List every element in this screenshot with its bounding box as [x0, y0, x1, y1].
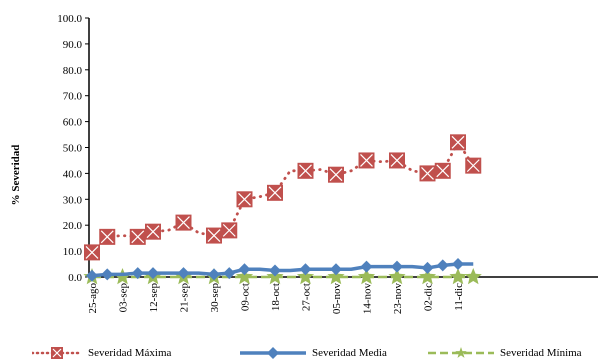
data-point-cross [222, 223, 236, 237]
data-point-cross [100, 230, 114, 244]
data-point [421, 261, 434, 274]
data-point-cross [85, 245, 99, 259]
series-0 [84, 134, 482, 261]
y-axis-label: % Severidad [10, 145, 22, 206]
data-point [86, 269, 98, 282]
x-tick-label: 18-oct [270, 283, 282, 311]
y-tick-label: 20.0 [63, 220, 83, 232]
data-point [223, 267, 236, 280]
data-point-cross [131, 230, 145, 244]
data-point [436, 259, 449, 272]
y-tick-label: 50.0 [63, 143, 83, 155]
data-point [267, 184, 283, 201]
data-point [418, 268, 437, 285]
data-point [434, 162, 451, 179]
data-point [299, 263, 312, 276]
data-point [449, 268, 467, 285]
x-tick-label: 03-sep [118, 283, 130, 313]
data-point [419, 165, 436, 182]
legend-item-media: Severidad Media [240, 344, 387, 362]
data-point [235, 268, 254, 285]
data-point [450, 134, 466, 151]
data-point [388, 268, 406, 285]
data-point-cross [329, 168, 343, 182]
x-tick-label: 27-oct [301, 283, 313, 311]
y-tick-label: 10.0 [63, 246, 83, 258]
data-point [208, 268, 220, 281]
data-point [269, 264, 281, 277]
legend-label-max: Severidad Máxima [88, 347, 172, 359]
data-point [357, 268, 376, 285]
y-tick-label: 80.0 [63, 65, 83, 77]
series-area [83, 134, 482, 285]
x-tick-label: 25-ago [87, 283, 99, 314]
legend-item-min: Severidad Mínima [428, 344, 582, 362]
y-axis: 0.0 10.0 20.0 30.0 40.0 50.0 60.0 70.0 80.0 90.0 1… [57, 13, 90, 284]
data-point-cross [390, 154, 404, 167]
y-tick-label: 60.0 [63, 117, 83, 129]
data-point-cross [451, 135, 465, 149]
data-point [296, 268, 315, 285]
data-point-cross [177, 216, 190, 230]
data-point [464, 268, 482, 285]
data-point-cross [466, 159, 480, 173]
data-point-cross [268, 186, 282, 200]
series-1 [86, 258, 474, 282]
data-point [131, 267, 144, 280]
data-point-cross [436, 164, 450, 178]
legend-swatch-max [32, 347, 82, 359]
legend-item-max: Severidad Máxima [32, 344, 171, 362]
data-point [358, 152, 375, 169]
data-point-cross [146, 225, 160, 239]
legend-swatch-min [428, 347, 494, 358]
data-point [360, 260, 373, 273]
y-tick-label: 70.0 [63, 91, 83, 103]
data-point [389, 152, 405, 169]
y-tick-label: 30.0 [63, 194, 83, 206]
data-point-cross [238, 192, 251, 206]
data-point-cross [360, 154, 373, 167]
data-point [206, 227, 222, 244]
legend: Severidad Máxima Severidad Media Severid… [0, 344, 598, 362]
severity-chart: % Severidad 0.0 10.0 20.0 30.0 40.0 50.0 60.0 7… [10, 13, 598, 315]
x-axis: 25-ago 03-sep 12-sep 21-sep 30-sep 09-oct 18-o… [87, 276, 598, 315]
data-point [129, 228, 146, 245]
data-point [145, 223, 161, 240]
data-point [327, 268, 345, 285]
data-point [236, 191, 253, 208]
x-tick-label: 21-sep [179, 283, 191, 313]
data-point [175, 214, 192, 231]
data-point [297, 162, 314, 179]
data-point [99, 228, 116, 245]
y-tick-label: 40.0 [63, 168, 83, 180]
x-tick-label: 12-sep [148, 283, 160, 313]
data-point [238, 263, 251, 276]
x-tick-label: 09-oct [240, 283, 252, 311]
data-point [84, 244, 100, 261]
data-point [452, 258, 464, 271]
y-tick-label: 100.0 [57, 13, 82, 25]
data-point [221, 222, 238, 239]
y-tick-label: 90.0 [63, 39, 83, 51]
x-tick-label: 02-dic [423, 283, 435, 311]
data-point-cross [421, 166, 434, 180]
data-point-cross [207, 229, 221, 242]
x-tick-label: 11-dic [453, 283, 465, 311]
data-point [391, 260, 403, 273]
data-point [330, 263, 342, 276]
x-tick-label: 30-sep [209, 283, 221, 313]
data-point [147, 267, 159, 280]
x-tick-label: 23-nov [392, 283, 404, 315]
legend-swatch-media [240, 347, 306, 359]
data-point [328, 166, 344, 183]
x-tick-label: 14-nov [362, 283, 374, 315]
data-point [177, 267, 190, 280]
legend-label-min: Severidad Mínima [500, 347, 582, 359]
legend-label-media: Severidad Media [312, 347, 387, 359]
data-point-cross [299, 164, 312, 178]
x-tick-label: 05-nov [331, 283, 343, 315]
y-tick-label: 0.0 [68, 272, 82, 284]
data-point [101, 268, 114, 281]
data-point [465, 157, 482, 174]
